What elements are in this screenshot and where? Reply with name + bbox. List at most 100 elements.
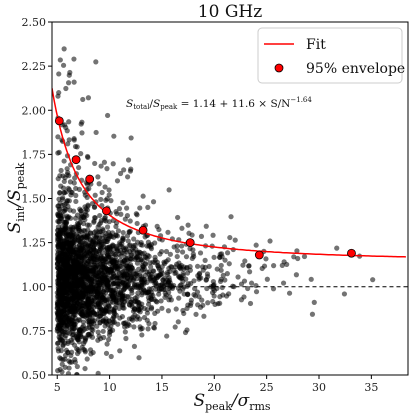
y-tick-label: 0.75 (22, 325, 47, 338)
scatter-point (74, 281, 81, 288)
scatter-point (128, 135, 134, 141)
scatter-point (71, 79, 77, 85)
scatter-point (132, 312, 138, 318)
scatter-point (72, 305, 78, 312)
scatter-point (71, 274, 77, 280)
scatter-point (64, 256, 70, 262)
scatter-point (90, 310, 96, 316)
scatter-point (77, 330, 83, 336)
scatter-point (91, 204, 98, 210)
scatter-point (95, 302, 101, 308)
scatter-point (210, 298, 216, 305)
scatter-point (135, 290, 141, 296)
x-tick-label: 25 (260, 381, 274, 394)
scatter-point (56, 206, 62, 212)
scatter-point (109, 250, 116, 256)
scatter-point (102, 273, 108, 279)
scatter-point (114, 248, 120, 254)
scatter-point (62, 219, 68, 225)
scatter-point (104, 266, 110, 272)
scatter-point (264, 276, 270, 282)
envelope-points (54, 116, 356, 260)
scatter-point (84, 153, 91, 160)
scatter-point (57, 57, 63, 63)
scatter-point (109, 230, 116, 236)
scatter-point (174, 248, 181, 254)
scatter-point (119, 273, 125, 279)
scatter-point (184, 305, 190, 312)
scatter-point (190, 251, 196, 257)
scatter-point (188, 297, 194, 303)
scatter-point (59, 369, 65, 375)
scatter-point (105, 336, 112, 343)
scatter-point (134, 270, 140, 276)
scatter-point (247, 269, 253, 275)
scatter-point (138, 304, 144, 310)
scatter-point (101, 334, 107, 341)
scatter-point (140, 193, 146, 199)
x-tick-label: 10 (103, 381, 117, 394)
scatter-point (214, 266, 220, 272)
scatter-point (103, 233, 109, 239)
scatter-point (54, 328, 60, 334)
scatter-point (60, 185, 67, 191)
scatter-point (101, 311, 107, 317)
scatter-point (173, 306, 179, 312)
scatter-point (176, 295, 182, 301)
scatter-point (76, 238, 82, 244)
scatter-point (205, 300, 211, 306)
scatter-point (142, 261, 149, 268)
scatter-point (150, 199, 157, 205)
scatter-point (76, 186, 83, 192)
scatter-point (68, 243, 74, 249)
scatter-point (62, 321, 68, 327)
scatter-point (56, 90, 62, 96)
scatter-point (104, 166, 110, 172)
scatter-point (157, 272, 163, 278)
scatter-point (79, 324, 85, 331)
scatter-point (222, 257, 228, 263)
scatter-point (96, 282, 102, 288)
scatter-point (70, 208, 77, 214)
scatter-point (196, 294, 202, 300)
fit-equation: Stotal/Speak = 1.14 + 11.6 × S/N−1.64 (126, 96, 312, 111)
y-tick-label: 1.75 (22, 148, 47, 161)
scatter-point (62, 352, 69, 358)
scatter-point (308, 276, 314, 282)
scatter-point (123, 246, 129, 253)
scatter-point (253, 289, 260, 295)
scatter-point (100, 328, 106, 334)
scatter-point (193, 311, 199, 317)
scatter-point (133, 211, 139, 217)
envelope-point (85, 174, 95, 184)
scatter-point (284, 261, 290, 268)
scatter-point (189, 255, 195, 261)
scatter-point (131, 343, 138, 349)
scatter-point (63, 223, 69, 230)
scatter-point (168, 297, 174, 303)
scatter-point (56, 232, 62, 238)
scatter-point (126, 243, 132, 249)
scatter-point (194, 263, 201, 269)
scatter-point (115, 265, 122, 272)
scatter-point (171, 282, 177, 289)
scatter-point (96, 265, 102, 271)
scatter-point (72, 215, 79, 221)
scatter-point (164, 270, 170, 276)
scatter-point (144, 269, 150, 275)
scatter-point (76, 227, 82, 234)
x-axis-label: Speak/σrms (193, 391, 270, 413)
scatter-point (147, 276, 153, 282)
scatter-point (185, 281, 191, 287)
scatter-point (106, 303, 112, 309)
scatter-point (148, 246, 155, 252)
scatter-point (63, 313, 69, 319)
scatter-point (77, 261, 84, 267)
scatter-point (341, 291, 348, 297)
scatter-point (122, 329, 128, 335)
scatter-points (54, 46, 376, 375)
scatter-point (71, 260, 77, 266)
scatter-point (203, 223, 209, 229)
scatter-point (65, 240, 71, 246)
scatter-point (240, 262, 246, 268)
